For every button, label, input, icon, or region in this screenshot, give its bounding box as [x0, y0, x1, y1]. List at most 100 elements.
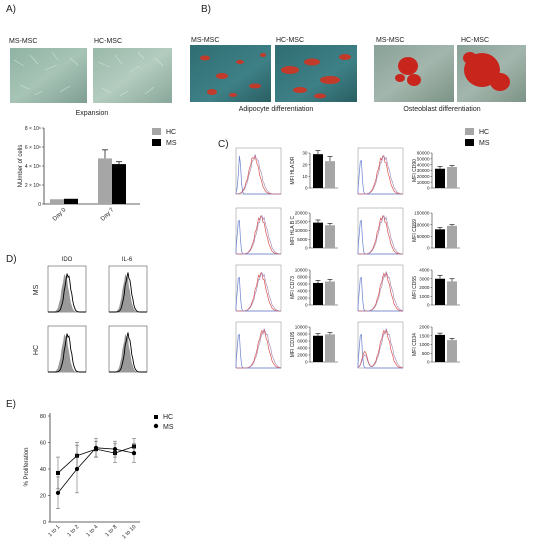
mfi-y-tick-label: 100000 [414, 222, 430, 227]
mfi-y-tick-label: 500 [422, 351, 430, 356]
flow-marker-curve-hc [235, 154, 281, 195]
flow-histogram-frame [235, 264, 282, 312]
panel-d-isotype-fill [48, 333, 86, 372]
mfi-bar-ms [313, 222, 323, 248]
panel-b: B) MS-MSC HC-MSC Adipocyte differentiati… [190, 4, 526, 113]
legend-hc-swatch [152, 128, 161, 135]
mfi-y-tick-label: 2000 [419, 325, 430, 330]
flow-marker-curve-hc [236, 214, 282, 255]
mfi-y-tick-label: 0 [427, 246, 430, 251]
legend-ms-swatch [152, 139, 161, 146]
mfi-y-tick-label: 2000 [419, 285, 430, 290]
mfi-y-tick-label: 5000 [297, 237, 308, 242]
prolif-y-tick-label: 80 [40, 414, 46, 420]
flow-marker-curve-hc [358, 270, 404, 312]
flow-isotype-curve [357, 159, 403, 195]
panel-d-stain-curve [48, 273, 86, 313]
adipo-label-hc: HC-MSC [276, 37, 304, 44]
mfi-y-tick-label: 20000 [295, 211, 308, 216]
mfi-bar-ms [435, 278, 445, 305]
flow-marker-curve-hc [357, 327, 404, 368]
mfi-y-tick-label: 0 [305, 186, 308, 191]
adipo-ms-micrograph [190, 45, 271, 102]
mfi-y-label: MFI CD34 [412, 333, 418, 356]
flow-isotype-curve [235, 333, 281, 369]
flow-marker-curve-hc [358, 214, 404, 255]
flow-isotype-curve [357, 276, 403, 312]
osteo-ms-micrograph [374, 45, 454, 102]
mfi-y-tick-label: 0 [427, 303, 430, 308]
mfi-y-tick-label: 10000 [295, 268, 308, 273]
mfi-y-tick-label: 1500 [419, 333, 430, 338]
expansion-y-tick-label: 4 × 10⁶ [25, 164, 41, 170]
panel-d-isotype-fill [109, 273, 147, 312]
prolif-y-tick-label: 40 [40, 467, 46, 473]
flow-histogram-frame [357, 207, 404, 255]
expansion-chart: 0 2 × 10⁶ 4 × 10⁶ 6 × 10⁶ 8 × 10⁶ NUmber of … [18, 126, 177, 223]
mfi-y-tick-label: 150000 [414, 211, 430, 216]
prolif-series [55, 438, 137, 509]
prolif-y-ticks: 0 20 40 60 80 [40, 414, 50, 526]
mfi-y-tick-label: 50000 [417, 156, 430, 161]
mfi-y-tick-label: 15000 [295, 219, 308, 224]
legend-hc-label: HC [166, 129, 176, 136]
mfi-y-label: MFI HLA DR [290, 156, 296, 184]
panel-d-histograms [47, 265, 148, 373]
expansion-y-tick-label: 6 × 10⁶ [25, 145, 41, 151]
prolif-y-tick-label: 20 [40, 494, 46, 500]
mfi-y-label: MFI CD59 [412, 219, 418, 242]
expansion-y-ticks: 0 2 × 10⁶ 4 × 10⁶ 6 × 10⁶ 8 × 10⁶ [25, 126, 44, 208]
osteo-label-ms: MS-MSC [376, 37, 404, 44]
panel-d-stain-curve [48, 333, 86, 373]
mfi-legend-hc-label: HC [479, 129, 489, 136]
panel-d-col-il6: IL-6 [122, 257, 133, 263]
panel-a: A) MS-MSC HC-MSC Expansion [6, 4, 172, 117]
mfi-bar-hc [325, 161, 335, 188]
panel-d-row-ms: MS [33, 284, 40, 295]
mfi-y-tick-label: 6000 [297, 339, 308, 344]
mfi-bar-ms [313, 154, 323, 188]
expansion-bar-hc [50, 199, 64, 204]
mfi-bar-ms [313, 335, 323, 362]
prolif-legend-hc-label: HC [163, 414, 173, 421]
mfi-legend-ms-swatch [465, 139, 474, 146]
mfi-y-tick-label: 4000 [297, 289, 308, 294]
mfi-y-tick-label: 60000 [417, 151, 430, 156]
mfi-bar-hc [447, 340, 457, 362]
expansion-hc-micrograph [93, 48, 172, 103]
expansion-bars [50, 149, 126, 204]
mfi-y-label: MFI CD105 [290, 332, 296, 358]
mfi-bar-ms [313, 282, 323, 305]
flow-histogram-frame [235, 321, 282, 369]
mfi-y-tick-label: 8000 [297, 275, 308, 280]
mfi-y-tick-label: 20 [302, 162, 308, 167]
panel-a-letter: A) [6, 4, 16, 15]
mfi-y-tick-label: 0 [305, 360, 308, 365]
expansion-y-tick-label: 2 × 10⁶ [25, 183, 41, 189]
expansion-y-tick-label: 0 [38, 202, 41, 208]
mfi-bar-hc [447, 281, 457, 305]
flow-marker-curve-hc [358, 154, 404, 195]
prolif-legend: HC MS [153, 414, 174, 431]
expansion-x-tick-label: Day 0 [52, 207, 68, 223]
mfi-y-tick-label: 4000 [419, 268, 430, 273]
panel-c-letter: C) [218, 139, 229, 150]
flow-histogram-frame [357, 321, 404, 369]
prolif-x-tick-label: 1 to 4 [85, 524, 99, 538]
prolif-x-tick-label: 1 to 2 [66, 524, 80, 538]
panel-e-letter: E) [6, 399, 16, 410]
flow-marker-curve-ms [357, 328, 404, 369]
mfi-bar-ms [435, 168, 445, 188]
prolif-point-ms [131, 451, 137, 456]
mfi-y-tick-label: 10 [302, 174, 308, 179]
mfi-y-tick-label: 10000 [295, 228, 308, 233]
prolif-point-ms [74, 466, 80, 472]
adipo-caption: Adipocyte differentiation [239, 106, 314, 113]
mfi-y-tick-label: 50000 [417, 234, 430, 239]
prolif-y-tick-label: 0 [43, 520, 46, 526]
panel-d-isotype-fill [48, 273, 86, 312]
mfi-bar-hc [447, 225, 457, 248]
mfi-y-tick-label: 0 [305, 303, 308, 308]
